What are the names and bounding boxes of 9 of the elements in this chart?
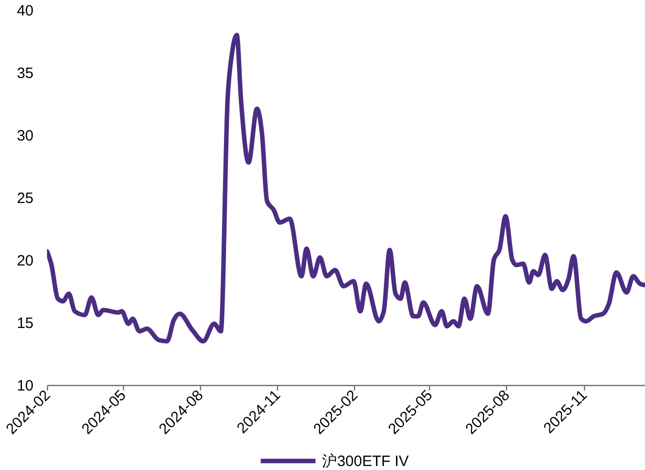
y-tick-label: 40	[16, 2, 34, 20]
legend-label: 沪300ETF IV	[322, 453, 409, 470]
y-tick-label: 30	[16, 128, 34, 144]
y-tick-label: 20	[16, 252, 34, 270]
y-tick-label: 25	[16, 190, 34, 207]
line-series	[47, 32, 645, 344]
y-tick-label: 35	[16, 65, 34, 82]
y-tick-label: 10	[16, 378, 34, 394]
y-tick-label: 15	[16, 315, 34, 332]
